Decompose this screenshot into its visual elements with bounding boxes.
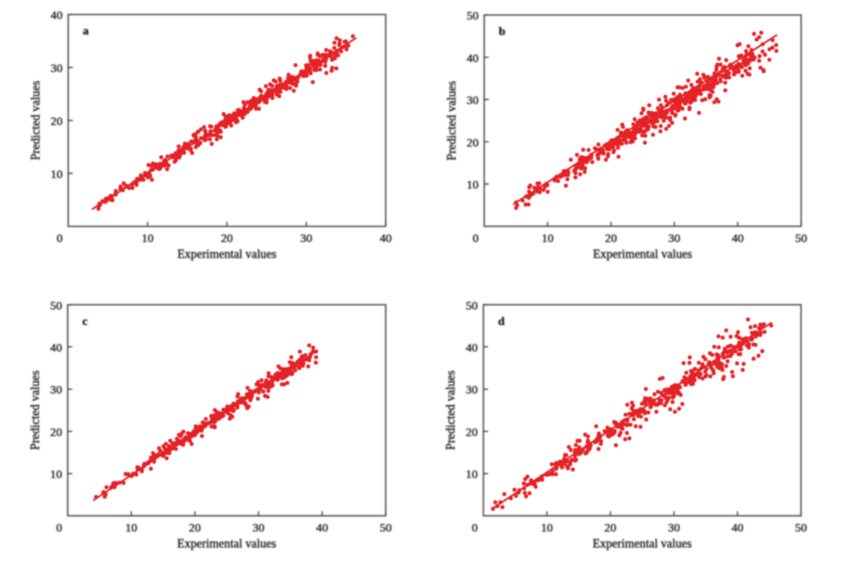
svg-text:10: 10 xyxy=(50,467,62,481)
svg-text:30: 30 xyxy=(467,93,479,107)
svg-text:0: 0 xyxy=(472,520,478,534)
svg-text:20: 20 xyxy=(189,520,201,534)
svg-text:10: 10 xyxy=(125,520,137,534)
svg-text:b: b xyxy=(499,24,506,38)
svg-text:20: 20 xyxy=(50,425,62,439)
svg-text:40: 40 xyxy=(316,520,328,534)
svg-text:40: 40 xyxy=(732,520,744,534)
svg-text:30: 30 xyxy=(51,61,63,75)
svg-text:Experimental values: Experimental values xyxy=(177,536,276,550)
svg-text:Experimental values: Experimental values xyxy=(593,536,692,550)
svg-text:40: 40 xyxy=(732,231,744,245)
svg-text:20: 20 xyxy=(466,425,478,439)
svg-text:10: 10 xyxy=(467,178,479,192)
svg-text:30: 30 xyxy=(466,383,478,397)
svg-text:0: 0 xyxy=(56,520,62,534)
svg-text:40: 40 xyxy=(51,8,63,22)
svg-text:40: 40 xyxy=(380,231,392,245)
svg-text:Predicted values: Predicted values xyxy=(444,81,458,161)
svg-text:40: 40 xyxy=(466,341,478,355)
svg-text:10: 10 xyxy=(142,231,154,245)
svg-text:Experimental values: Experimental values xyxy=(593,247,692,261)
svg-text:50: 50 xyxy=(466,298,478,312)
svg-text:Predicted values: Predicted values xyxy=(28,370,42,450)
svg-text:Predicted values: Predicted values xyxy=(444,370,458,450)
svg-text:10: 10 xyxy=(466,467,478,481)
svg-text:30: 30 xyxy=(253,520,265,534)
svg-text:40: 40 xyxy=(50,341,62,355)
svg-text:d: d xyxy=(498,314,505,328)
svg-text:c: c xyxy=(82,314,88,328)
svg-text:50: 50 xyxy=(50,298,62,312)
svg-text:30: 30 xyxy=(668,520,680,534)
svg-text:20: 20 xyxy=(221,231,233,245)
svg-text:50: 50 xyxy=(795,231,807,245)
svg-text:0: 0 xyxy=(473,231,479,245)
svg-text:10: 10 xyxy=(542,231,554,245)
svg-text:10: 10 xyxy=(541,520,553,534)
svg-text:Predicted values: Predicted values xyxy=(28,80,42,160)
svg-text:20: 20 xyxy=(604,520,616,534)
svg-text:20: 20 xyxy=(467,135,479,149)
svg-text:Experimental values: Experimental values xyxy=(177,247,276,261)
svg-text:40: 40 xyxy=(467,51,479,65)
svg-text:30: 30 xyxy=(668,231,680,245)
svg-text:30: 30 xyxy=(50,383,62,397)
svg-text:30: 30 xyxy=(300,231,312,245)
svg-text:20: 20 xyxy=(51,114,63,128)
svg-text:10: 10 xyxy=(51,167,63,181)
svg-text:50: 50 xyxy=(467,9,479,23)
svg-text:50: 50 xyxy=(795,520,807,534)
svg-text:50: 50 xyxy=(380,520,392,534)
svg-text:0: 0 xyxy=(57,231,63,245)
svg-text:a: a xyxy=(83,24,89,38)
svg-text:20: 20 xyxy=(605,231,617,245)
